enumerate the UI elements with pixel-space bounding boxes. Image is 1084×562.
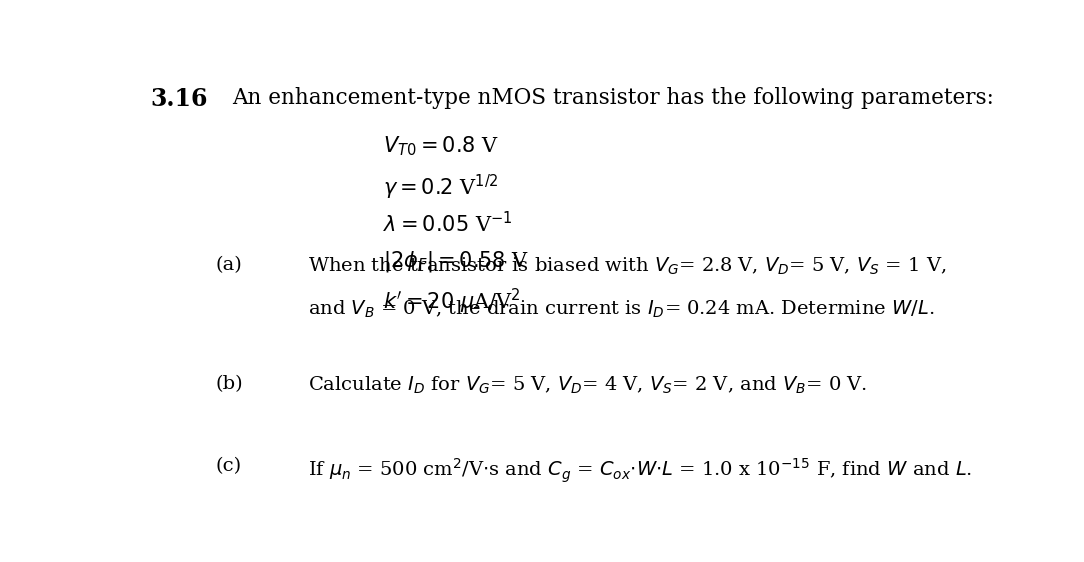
Text: and $V_B$ = 0 V, the drain current is $I_D$= 0.24 mA. Determine $W/L$.: and $V_B$ = 0 V, the drain current is $I… <box>308 299 934 320</box>
Text: $V_{T0} = 0.8$ V: $V_{T0} = 0.8$ V <box>384 134 499 158</box>
Text: 3.16: 3.16 <box>151 87 208 111</box>
Text: Calculate $I_D$ for $V_G$= 5 V, $V_D$= 4 V, $V_S$= 2 V, and $V_B$= 0 V.: Calculate $I_D$ for $V_G$= 5 V, $V_D$= 4… <box>308 375 867 396</box>
Text: If $\mu_n$ = 500 cm$^2$/V$\cdot$s and $C_g$ = $C_{ox}$$\cdot$$W$$\cdot$$L$ = 1.0: If $\mu_n$ = 500 cm$^2$/V$\cdot$s and $C… <box>308 457 972 486</box>
Text: $\lambda = 0.05$ V$^{-1}$: $\lambda = 0.05$ V$^{-1}$ <box>384 211 513 236</box>
Text: $k^{\prime} = 20\ \mu$A/V$^2$: $k^{\prime} = 20\ \mu$A/V$^2$ <box>384 287 521 316</box>
Text: $|2\phi_F| = 0.58$ V: $|2\phi_F| = 0.58$ V <box>384 249 530 274</box>
Text: (c): (c) <box>216 457 242 475</box>
Text: When the transistor is biased with $V_G$= 2.8 V, $V_D$= 5 V, $V_S$ = 1 V,: When the transistor is biased with $V_G$… <box>308 256 946 277</box>
Text: (b): (b) <box>216 375 243 393</box>
Text: $\gamma = 0.2$ V$^{1/2}$: $\gamma = 0.2$ V$^{1/2}$ <box>384 173 499 202</box>
Text: (a): (a) <box>216 256 242 274</box>
Text: An enhancement-type nMOS transistor has the following parameters:: An enhancement-type nMOS transistor has … <box>232 87 994 109</box>
